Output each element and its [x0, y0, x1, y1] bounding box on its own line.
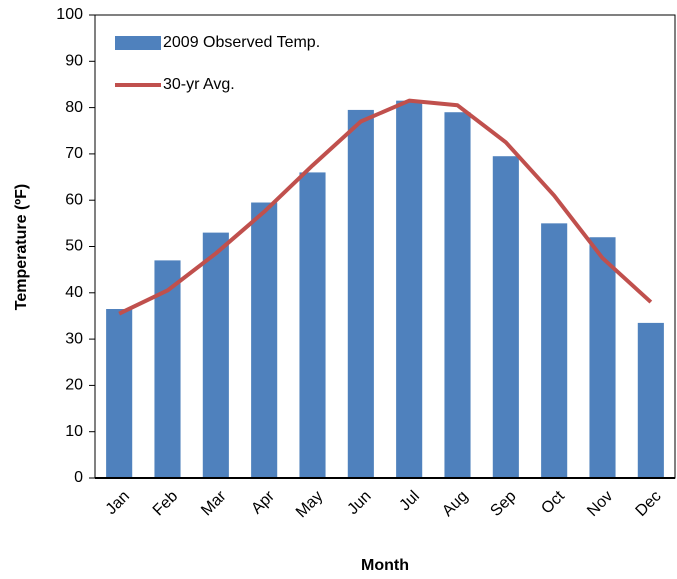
y-tick-label: 0	[74, 469, 83, 486]
x-tick-label: Jul	[396, 488, 422, 514]
bar	[347, 109, 374, 478]
x-axis-label: Month	[361, 557, 409, 574]
bar	[541, 223, 568, 478]
legend-swatch	[115, 36, 161, 50]
bar	[396, 100, 423, 478]
bar	[299, 172, 326, 479]
x-tick-label: Apr	[248, 487, 278, 517]
bar	[251, 202, 278, 478]
bar	[444, 112, 471, 478]
x-tick-label: Mar	[198, 487, 230, 519]
y-axis-label: Temperature (ºF)	[13, 184, 30, 310]
bar	[589, 237, 616, 478]
x-tick-label: Sep	[487, 488, 519, 520]
bar	[492, 156, 519, 478]
x-tick-label: Jan	[103, 488, 133, 518]
x-tick-label: Nov	[584, 488, 616, 520]
y-tick-label: 100	[56, 6, 83, 23]
y-tick-label: 10	[65, 423, 83, 440]
x-tick-label: Aug	[439, 488, 471, 520]
y-tick-label: 40	[65, 284, 83, 301]
bar	[202, 232, 229, 478]
y-tick-label: 60	[65, 191, 83, 208]
y-tick-label: 90	[65, 53, 83, 70]
x-tick-label: Dec	[633, 488, 665, 520]
bar	[106, 309, 133, 478]
y-tick-label: 70	[65, 145, 83, 162]
x-tick-label: Jun	[344, 488, 374, 518]
line	[118, 98, 653, 316]
x-tick-label: Feb	[150, 488, 182, 520]
y-tick-label: 50	[65, 238, 83, 255]
y-tick-label: 80	[65, 99, 83, 116]
legend-label: 30-yr Avg.	[163, 76, 235, 93]
y-tick-label: 30	[65, 330, 83, 347]
x-tick-label: May	[293, 488, 326, 521]
legend-label: 2009 Observed Temp.	[163, 34, 320, 51]
y-tick-label: 20	[65, 377, 83, 394]
bar	[637, 322, 664, 478]
x-tick-label: Oct	[538, 487, 568, 517]
